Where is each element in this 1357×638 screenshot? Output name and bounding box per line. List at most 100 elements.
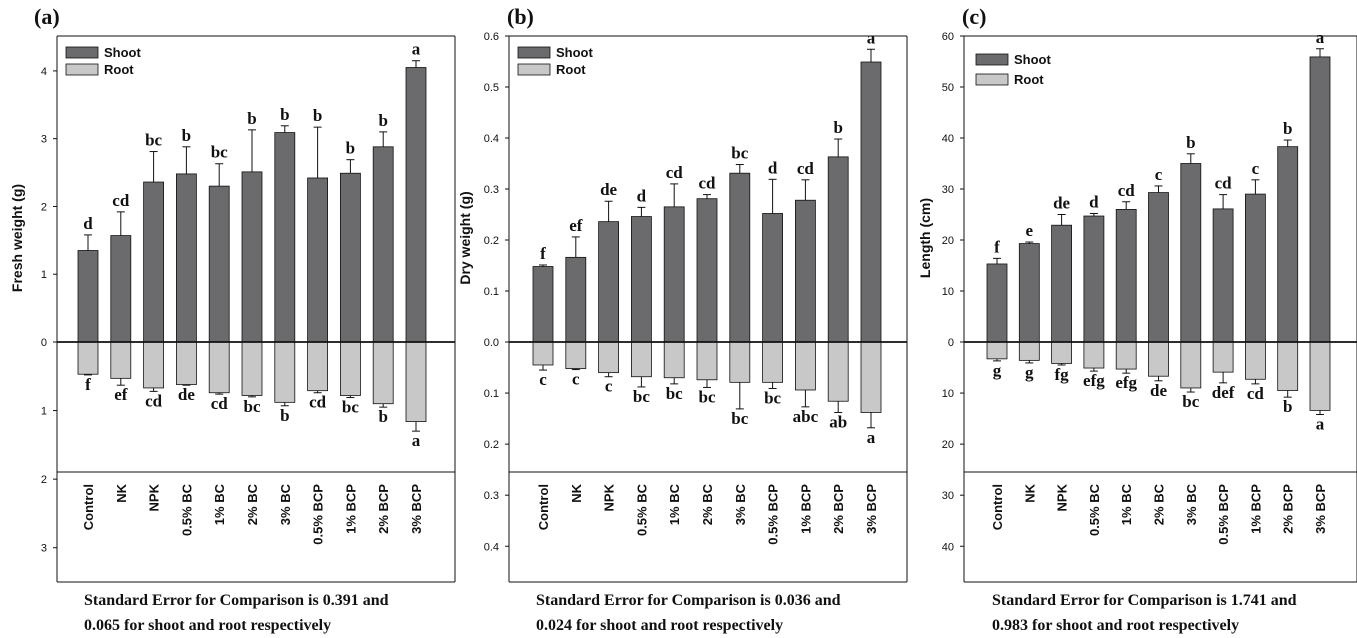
legend-label-root: Root [556, 62, 586, 77]
category-label: 0.5% BCP [311, 484, 326, 545]
shoot-significance-letter: b [1283, 119, 1292, 138]
shoot-bar [208, 185, 230, 343]
y-tick-label: 0.1 [484, 388, 499, 400]
root-bar [1148, 341, 1169, 377]
root-significance-letter: f [85, 375, 91, 394]
category-label: NK [114, 483, 129, 502]
shoot-significance-letter: e [1026, 221, 1034, 240]
category-label: 2% BC [1152, 483, 1167, 525]
shoot-significance-letter: cd [1118, 181, 1136, 200]
shoot-significance-letter: ef [569, 216, 583, 235]
shoot-bar [696, 198, 718, 343]
root-bar [1245, 341, 1266, 380]
root-bar [729, 341, 751, 383]
root-significance-letter: cd [1247, 384, 1265, 403]
shoot-bar [795, 199, 816, 343]
y-tick-label: 1 [41, 269, 47, 281]
chart-panel-a: (a)Fresh weight (g)01234123dfControlcdef… [9, 4, 456, 583]
shoot-significance-letter: bc [145, 131, 162, 150]
category-label: NPK [147, 483, 162, 511]
root-bar [208, 341, 230, 394]
shoot-significance-letter: c [1155, 165, 1163, 184]
shoot-bar [1212, 208, 1234, 343]
category-label: 1% BCP [343, 484, 358, 534]
legend-swatch-root [65, 63, 99, 76]
shoot-bar [598, 221, 619, 343]
root-bar [339, 341, 361, 396]
root-significance-letter: abc [793, 407, 819, 426]
shoot-bar [729, 172, 751, 343]
y-axis-title-b: Dry weight (g) [457, 191, 473, 284]
shoot-bar [1115, 208, 1137, 343]
shoot-significance-letter: b [247, 109, 256, 128]
root-significance-letter: de [1150, 381, 1167, 400]
root-significance-letter: g [993, 361, 1002, 380]
category-label: 1% BC [212, 483, 227, 525]
category-label: 3% BC [733, 483, 748, 525]
shoot-significance-letter: de [600, 180, 617, 199]
shoot-significance-letter: b [182, 126, 191, 145]
panel-label-a: (a) [34, 4, 60, 29]
shoot-significance-letter: b [1186, 133, 1195, 152]
y-tick-label: 30 [942, 184, 954, 196]
shoot-bar [339, 172, 361, 343]
root-significance-letter: fg [1055, 365, 1070, 384]
shoot-bar [1309, 56, 1331, 343]
shoot-bar [1083, 215, 1105, 343]
legend-label-shoot: Shoot [556, 45, 593, 60]
y-axis-title-a: Fresh weight (g) [9, 184, 25, 292]
root-bar [1083, 341, 1105, 369]
root-significance-letter: bc [764, 388, 781, 407]
shoot-bar [77, 250, 99, 343]
y-tick-label: 0.2 [484, 235, 499, 247]
root-bar [860, 341, 882, 413]
shoot-significance-letter: bc [211, 143, 228, 162]
shoot-significance-letter: d [1089, 192, 1099, 211]
root-significance-letter: b [1283, 397, 1292, 416]
category-label: 1% BC [1119, 483, 1134, 525]
y-tick-label: 60 [942, 31, 954, 43]
footnote-c-line2: 0.983 for shoot and root respectively [992, 617, 1240, 634]
category-label: 3% BC [278, 483, 293, 525]
y-tick-label: 10 [942, 286, 954, 298]
root-bar [1115, 341, 1137, 370]
shoot-bar [1277, 146, 1299, 343]
category-label: 2% BCP [831, 484, 846, 534]
root-significance-letter: bc [633, 387, 650, 406]
shoot-significance-letter: f [994, 237, 1000, 256]
root-significance-letter: def [1212, 383, 1235, 402]
shoot-significance-letter: cd [1215, 174, 1233, 193]
footnote-b-line2: 0.024 for shoot and root respectively [536, 617, 784, 634]
footnote-c: Standard Error for Comparison is 1.741 a… [992, 588, 1296, 638]
root-significance-letter: bc [244, 397, 261, 416]
shoot-bar [1018, 243, 1040, 343]
shoot-significance-letter: d [637, 186, 647, 205]
y-tick-label: 40 [942, 133, 954, 145]
root-significance-letter: a [412, 431, 421, 450]
root-bar [663, 341, 685, 379]
y-tick-label: 3 [41, 543, 47, 555]
shoot-bar [1051, 224, 1072, 343]
root-significance-letter: c [572, 370, 580, 389]
category-label: 3% BCP [1313, 484, 1328, 534]
shoot-bar [175, 173, 197, 343]
y-tick-label: 40 [942, 541, 954, 553]
y-tick-label: 0.4 [484, 541, 499, 553]
y-tick-label: 0.0 [484, 337, 499, 349]
category-label: 2% BC [700, 483, 715, 525]
root-significance-letter: cd [145, 391, 163, 410]
category-label: 0.5% BC [634, 483, 649, 536]
category-label: 1% BCP [1248, 484, 1263, 534]
shoot-significance-letter: bc [731, 144, 748, 163]
category-label: Control [81, 484, 96, 530]
root-bar [1309, 341, 1331, 411]
root-significance-letter: b [378, 407, 387, 426]
shoot-bar [762, 213, 783, 343]
shoot-significance-letter: cd [797, 159, 815, 178]
y-tick-label: 2 [41, 201, 47, 213]
chart-panel-b: (b) Dry weight (g) 0.0 0.1 0.2 0.3 0.4 0.5 0.6 0.… [457, 4, 908, 583]
footnote-b-line1: Standard Error for Comparison is 0.036 a… [536, 592, 841, 609]
root-significance-letter: c [539, 370, 547, 389]
root-significance-letter: a [1316, 415, 1325, 434]
